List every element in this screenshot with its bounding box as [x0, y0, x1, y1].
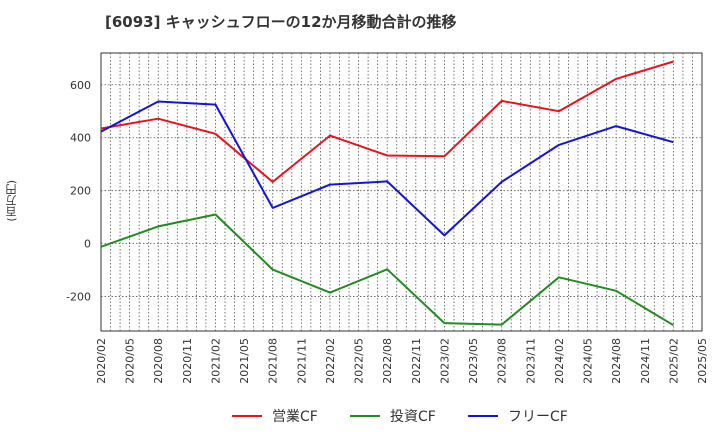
chart-title: [6093] キャッシュフローの12か月移動合計の推移: [105, 13, 457, 31]
y-tick-label: 600: [70, 79, 91, 92]
legend-label-operating-cf: 営業CF: [272, 409, 318, 425]
y-tick-label: 400: [70, 132, 91, 145]
x-tick-label: 2024/08: [610, 338, 623, 384]
x-tick-label: 2025/05: [696, 338, 709, 384]
x-tick-label: 2020/08: [152, 338, 165, 384]
legend-item-operating-cf: 営業CF: [232, 404, 318, 428]
x-tick-label: 2023/08: [496, 338, 509, 384]
legend-label-investing-cf: 投資CF: [390, 409, 436, 425]
x-tick-label: 2021/11: [295, 338, 308, 384]
legend-swatch-free-cf: [468, 415, 498, 417]
x-tick-label: 2021/05: [238, 338, 251, 384]
x-tick-label: 2024/02: [553, 338, 566, 384]
x-tick-label: 2024/05: [582, 338, 595, 384]
x-tick-label: 2020/11: [181, 338, 194, 384]
x-tick-label: 2021/08: [267, 338, 280, 384]
legend-item-free-cf: フリーCF: [468, 404, 568, 428]
y-tick-label: 0: [84, 238, 91, 251]
x-tick-label: 2020/02: [95, 338, 108, 384]
x-tick-label: 2023/02: [438, 338, 451, 384]
x-tick-label: 2022/05: [353, 338, 366, 384]
x-tick-label: 2022/02: [324, 338, 337, 384]
x-tick-label: 2020/05: [124, 338, 137, 384]
y-tick-label: 200: [70, 185, 91, 198]
x-tick-label: 2025/02: [667, 338, 680, 384]
plot-frame: [100, 52, 703, 332]
legend-label-free-cf: フリーCF: [508, 409, 568, 425]
x-tick-label: 2022/11: [410, 338, 423, 384]
x-tick-label: 2023/11: [524, 338, 537, 384]
x-tick-label: 2023/05: [467, 338, 480, 384]
x-tick-label: 2022/08: [381, 338, 394, 384]
legend-swatch-investing-cf: [350, 415, 380, 417]
legend: 営業CF 投資CF フリーCF: [0, 404, 720, 428]
x-tick-label: 2024/11: [639, 338, 652, 384]
x-tick-label: 2021/02: [209, 338, 222, 384]
legend-swatch-operating-cf: [232, 415, 262, 417]
legend-item-investing-cf: 投資CF: [350, 404, 436, 428]
y-tick-label: -200: [66, 291, 91, 304]
